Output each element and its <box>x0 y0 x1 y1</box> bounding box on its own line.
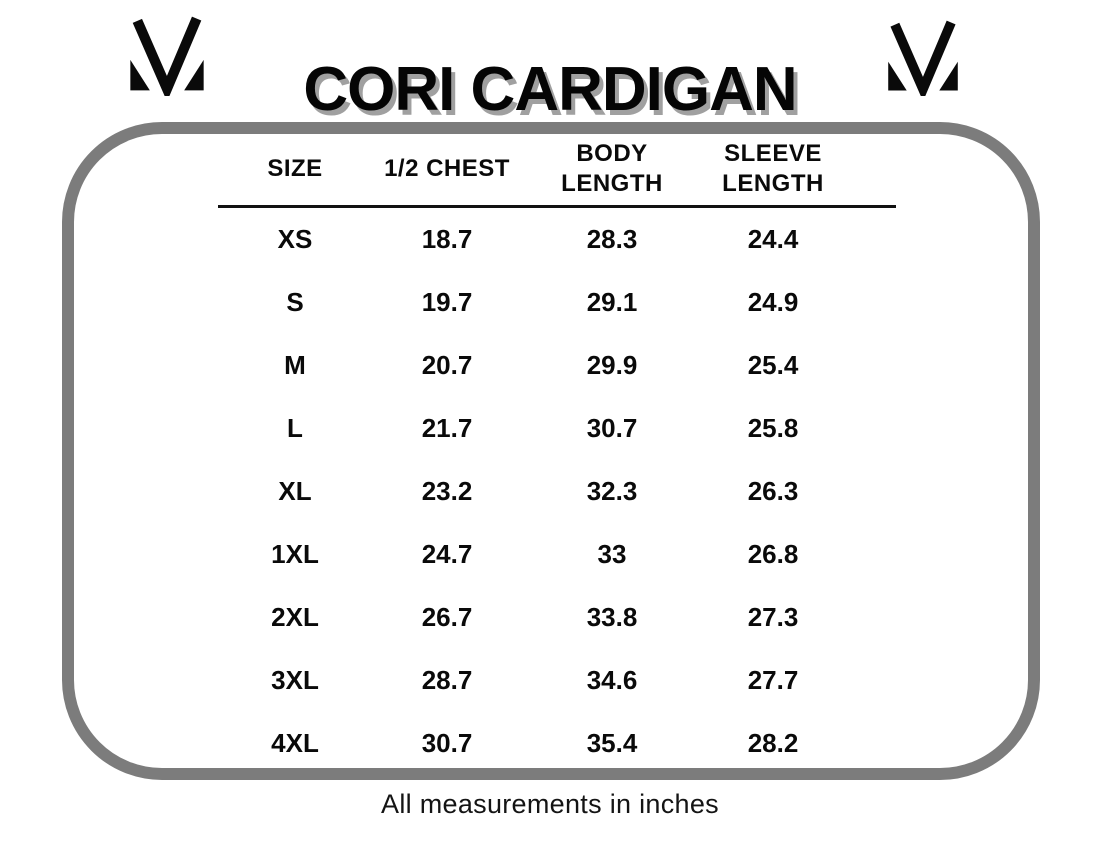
table-row: 3XL 28.7 34.6 27.7 <box>218 649 896 712</box>
column-header-sleeve-length: SLEEVE LENGTH <box>722 139 824 197</box>
cell-size: S <box>286 287 304 317</box>
cell-sleeve-length: 28.2 <box>747 728 799 758</box>
cell-body-length: 33.8 <box>586 602 638 632</box>
cell-half-chest: 18.7 <box>421 224 473 254</box>
table-row: S 19.7 29.1 24.9 <box>218 271 896 334</box>
cell-sleeve-length: 27.3 <box>747 602 799 632</box>
cell-size: L <box>287 413 303 443</box>
cell-size: 1XL <box>271 539 319 569</box>
cell-size: 3XL <box>271 665 319 695</box>
cell-body-length: 29.1 <box>586 287 638 317</box>
cell-half-chest: 20.7 <box>421 350 473 380</box>
cell-sleeve-length: 25.4 <box>747 350 799 380</box>
cell-half-chest: 19.7 <box>421 287 473 317</box>
cell-body-length: 35.4 <box>586 728 638 758</box>
page-title: CORI CARDIGAN <box>303 54 797 124</box>
column-header-body-length: BODY LENGTH <box>561 139 663 197</box>
cell-half-chest: 21.7 <box>421 413 473 443</box>
cell-size: 2XL <box>271 602 319 632</box>
table-row: 2XL 26.7 33.8 27.3 <box>218 586 896 649</box>
units-note: All measurements in inches <box>381 789 719 819</box>
cell-half-chest: 24.7 <box>421 539 473 569</box>
cell-sleeve-length: 27.7 <box>747 665 799 695</box>
cell-sleeve-length: 26.8 <box>747 539 799 569</box>
cell-size: XL <box>278 476 312 506</box>
table-row: M 20.7 29.9 25.4 <box>218 334 896 397</box>
table-header-row: SIZE 1/2 CHEST BODY LENGTH SLEEVE LENGTH <box>218 132 896 208</box>
cell-size: XS <box>277 224 313 254</box>
cell-sleeve-length: 25.8 <box>747 413 799 443</box>
cell-sleeve-length: 24.9 <box>747 287 799 317</box>
cell-size: M <box>284 350 306 380</box>
m-logo-icon <box>128 16 206 96</box>
cell-half-chest: 26.7 <box>421 602 473 632</box>
column-header-half-chest: 1/2 CHEST <box>384 154 510 182</box>
table-row: XS 18.7 28.3 24.4 <box>218 208 896 271</box>
cell-body-length: 34.6 <box>586 665 638 695</box>
cell-body-length: 29.9 <box>586 350 638 380</box>
cell-size: 4XL <box>271 728 319 758</box>
cell-body-length: 30.7 <box>586 413 638 443</box>
m-logo-icon <box>886 20 960 96</box>
column-header-size: SIZE <box>267 154 323 182</box>
table-row: L 21.7 30.7 25.8 <box>218 397 896 460</box>
cell-half-chest: 23.2 <box>421 476 473 506</box>
table-row: XL 23.2 32.3 26.3 <box>218 460 896 523</box>
cell-sleeve-length: 26.3 <box>747 476 799 506</box>
table-row: 4XL 30.7 35.4 28.2 <box>218 712 896 775</box>
cell-sleeve-length: 24.4 <box>747 224 799 254</box>
cell-half-chest: 28.7 <box>421 665 473 695</box>
cell-body-length: 32.3 <box>586 476 638 506</box>
size-table: SIZE 1/2 CHEST BODY LENGTH SLEEVE LENGTH… <box>218 132 896 775</box>
cell-body-length: 33 <box>597 539 627 569</box>
cell-body-length: 28.3 <box>586 224 638 254</box>
table-row: 1XL 24.7 33 26.8 <box>218 523 896 586</box>
size-chart-card <box>62 122 1040 780</box>
cell-half-chest: 30.7 <box>421 728 473 758</box>
